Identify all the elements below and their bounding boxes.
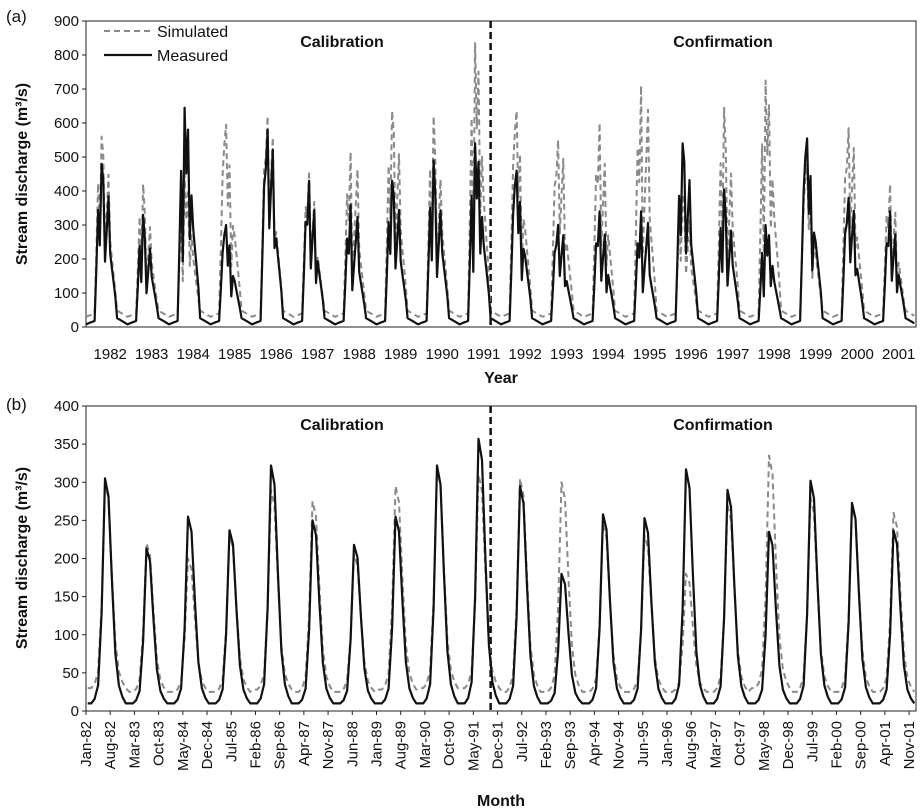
panel-b-x-tick-label: Nov-94: [611, 721, 628, 769]
panel-a-y-tick-label: 700: [54, 81, 79, 98]
panel-b-y-tick-label: 0: [71, 703, 79, 720]
panel-b-x-tick-label: Mar-97: [707, 721, 724, 769]
panel-b-y-tick-label: 300: [54, 474, 79, 491]
panel-a-x-tick-label: 1985: [218, 346, 251, 363]
panel-a-x-tick-label: 1998: [758, 346, 791, 363]
panel-a-x-tick-label: 1997: [716, 346, 749, 363]
panel-b-series-measured-line: [87, 437, 916, 705]
panel-b-x-tick-label: Sep-86: [272, 721, 289, 769]
panel-b-x-tick-label: Apr-87: [296, 721, 313, 766]
panel-a-x-tick-label: 1992: [509, 346, 542, 363]
panel-a-confirmation-label: Confirmation: [673, 34, 773, 51]
panel-a-y-tick-label: 400: [54, 183, 79, 200]
panel-a-y-tick-label: 0: [71, 319, 79, 336]
panel-b-x-tick-label: Nov-01: [901, 721, 918, 769]
panel-b-x-tick-label: Jan-96: [659, 721, 676, 767]
panel-b-x-tick-label: May-84: [175, 721, 192, 771]
panel-a-x-tick-label: 1984: [177, 346, 210, 363]
panel-a-y-tick-label: 800: [54, 47, 79, 64]
panel-b-x-tick-label: Aug-82: [102, 721, 119, 769]
panel-b-y-tick-label: 400: [54, 398, 79, 415]
panel-a-x-tick-label: 1982: [94, 346, 127, 363]
panel-a-x-tick-label: 1996: [675, 346, 708, 363]
panel-a-y-tick-label: 600: [54, 115, 79, 132]
panel-b-x-tick-label: Oct-97: [732, 721, 749, 766]
panel-a-series-simulated-line: [85, 42, 915, 318]
panel-a-y-axis-title: Stream discharge (m³/s): [14, 83, 31, 265]
panel-b-x-tick-label: Aug-89: [393, 721, 410, 769]
panel-b-confirmation-label: Confirmation: [673, 417, 773, 434]
panel-b-x-tick-label: May-98: [756, 721, 773, 771]
panel-b-x-tick-label: Nov-87: [320, 721, 337, 769]
panel-b-x-tick-label: Jul-92: [514, 721, 531, 762]
panel-b-label: (b): [6, 395, 27, 414]
panel-a-x-tick-label: 1999: [799, 346, 832, 363]
panel-a-plot-area: [85, 20, 917, 328]
panel-b-x-tick-label: Dec-91: [490, 721, 507, 769]
panel-b-x-tick-label: Aug-96: [683, 721, 700, 769]
panel-b-x-tick-label: Oct-90: [441, 721, 458, 766]
panel-b-y-tick-label: 350: [54, 436, 79, 453]
panel-a-x-tick-label: 1989: [384, 346, 417, 363]
panel-b-y-tick-label: 100: [54, 627, 79, 644]
panel-a-y-tick-label: 200: [54, 251, 79, 268]
panel-b-x-tick-label: Jul-85: [223, 721, 240, 762]
panel-b-series-simulated-line: [87, 454, 916, 693]
panel-a-y-tick-label: 900: [54, 13, 79, 30]
panel-a-x-tick-label: 1990: [426, 346, 459, 363]
panel-b-y-tick-label: 250: [54, 512, 79, 529]
panel-a-y-tick-label: 100: [54, 285, 79, 302]
panel-b-y-tick-label: 200: [54, 551, 79, 568]
panel-a-label: (a): [6, 7, 27, 26]
panel-b-y-axis-title: Stream discharge (m³/s): [14, 467, 31, 649]
panel-b-x-tick-label: Sep-93: [562, 721, 579, 769]
panel-b-x-tick-label: Dec-84: [199, 721, 216, 769]
panel-a-x-tick-label: 1994: [592, 346, 625, 363]
panel-a-x-tick-label: 1983: [135, 346, 168, 363]
panel-a-series-measured-line: [85, 106, 915, 326]
panel-a-x-tick-label: 2001: [882, 346, 915, 363]
panel-a-y-tick-label: 500: [54, 149, 79, 166]
panel-b-x-tick-label: Jun-95: [635, 721, 652, 767]
panel-b-x-tick-label: Jan-82: [78, 721, 95, 767]
legend-measured-label: Measured: [157, 48, 228, 65]
panel-b-x-tick-label: Jun-88: [344, 721, 361, 767]
panel-b-x-tick-label: Feb-00: [828, 721, 845, 769]
panel-b-x-tick-label: Dec-98: [780, 721, 797, 769]
panel-a-x-tick-label: 1993: [550, 346, 583, 363]
panel-a-x-tick-label: 2000: [841, 346, 874, 363]
legend: Simulated Measured: [104, 24, 228, 65]
panel-a-x-tick-label: 1988: [343, 346, 376, 363]
panel-b-x-tick-label: Jan-89: [369, 721, 386, 767]
legend-simulated-label: Simulated: [157, 24, 228, 41]
panel-b-x-tick-label: Feb-93: [538, 721, 555, 769]
panel-b-x-tick-label: Feb-86: [247, 721, 264, 769]
panel-b-x-axis-title: Month: [477, 793, 525, 810]
panel-a-x-tick-label: 1995: [633, 346, 666, 363]
panel-b-x-tick-label: Oct-83: [151, 721, 168, 766]
panel-b-y-tick-label: 50: [62, 665, 79, 682]
panel-b-x-tick-label: Mar-83: [126, 721, 143, 769]
panel-a-x-axis-title: Year: [484, 370, 518, 387]
panel-b-x-tick-label: Sep-00: [853, 721, 870, 769]
panel-b-x-tick-label: May-91: [465, 721, 482, 771]
panel-a-x-tick-label: 1987: [301, 346, 334, 363]
panel-b-plot-area: [85, 405, 917, 712]
panel-b-y-tick-label: 150: [54, 589, 79, 606]
panel-b-x-tick-label: Apr-01: [877, 721, 894, 766]
panel-a-calibration-label: Calibration: [300, 34, 384, 51]
panel-b-x-tick-label: Apr-94: [586, 721, 603, 766]
panel-b-x-tick-label: Mar-90: [417, 721, 434, 769]
panel-a-x-tick-label: 1991: [467, 346, 500, 363]
panel-b-x-tick-label: Jul-99: [804, 721, 821, 762]
panel-b-calibration-label: Calibration: [300, 417, 384, 434]
panel-a-y-tick-label: 300: [54, 217, 79, 234]
panel-a-x-tick-label: 1986: [260, 346, 293, 363]
